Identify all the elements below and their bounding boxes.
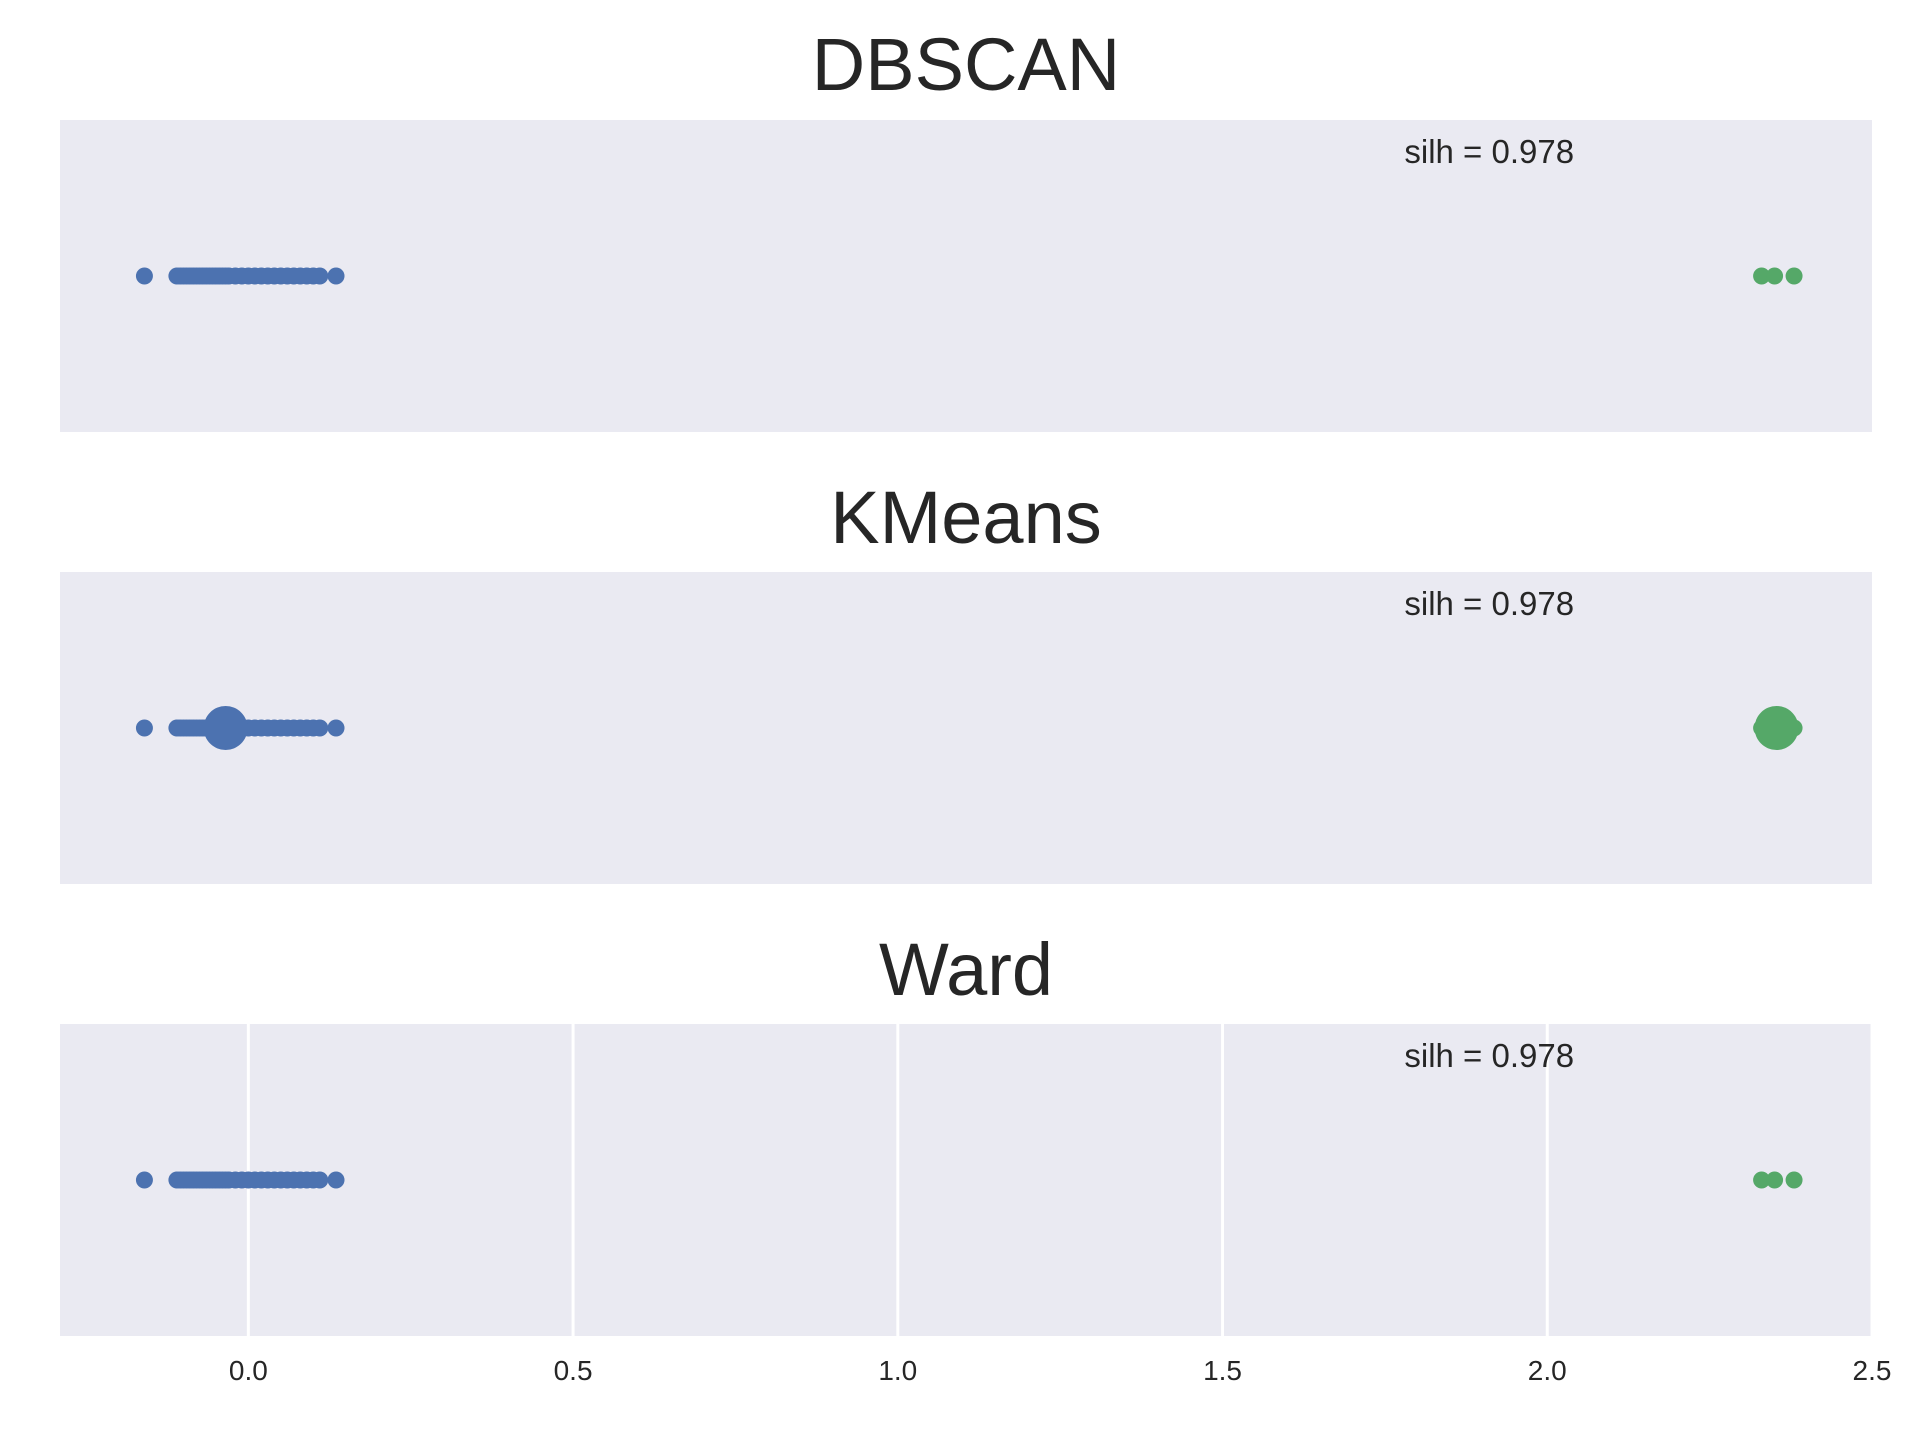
- data-point-cluster-1: [135, 1171, 153, 1189]
- data-point-cluster-1: [327, 719, 345, 737]
- panel-kmeans: KMeans silh = 0.978: [60, 476, 1872, 884]
- cluster-center-1: [203, 706, 248, 750]
- data-point-cluster-2: [1785, 1171, 1803, 1189]
- data-point-cluster-1: [327, 267, 345, 285]
- x-tick-label: 1.5: [1203, 1355, 1242, 1386]
- x-tick-label: 2.5: [1853, 1355, 1892, 1386]
- data-point-cluster-1: [327, 1171, 345, 1189]
- data-point-cluster-1: [135, 719, 153, 737]
- silhouette-annotation-ward: silh = 0.978: [1404, 1037, 1574, 1074]
- data-point-cluster-1: [135, 267, 153, 285]
- plot-area-ward: [60, 1024, 1872, 1336]
- data-point-cluster-1: [311, 1171, 329, 1189]
- data-point-cluster-2: [1785, 267, 1803, 285]
- cluster-center-2: [1754, 706, 1799, 750]
- data-point-cluster-1: [311, 267, 329, 285]
- data-point-cluster-2: [1766, 267, 1784, 285]
- panel-dbscan: DBSCAN silh = 0.978: [60, 23, 1872, 432]
- data-point-cluster-2: [1753, 1171, 1771, 1189]
- x-tick-label: 2.0: [1528, 1355, 1567, 1386]
- silhouette-annotation-kmeans: silh = 0.978: [1404, 585, 1574, 622]
- panel-ward: Ward 0.0 0.5 1.0 1.5 2.0 2.5 silh = 0.978: [60, 928, 1891, 1386]
- panel-title-kmeans: KMeans: [830, 476, 1101, 559]
- silhouette-annotation-dbscan: silh = 0.978: [1404, 133, 1574, 170]
- data-point-cluster-2: [1753, 267, 1771, 285]
- x-tick-label: 1.0: [878, 1355, 917, 1386]
- x-tick-label: 0.0: [229, 1355, 268, 1386]
- data-point-cluster-1: [311, 719, 329, 737]
- x-tick-label: 0.5: [554, 1355, 593, 1386]
- plot-area-dbscan: [60, 120, 1872, 432]
- panel-title-dbscan: DBSCAN: [812, 23, 1120, 106]
- data-point-cluster-2: [1766, 1171, 1784, 1189]
- plot-area-kmeans: [60, 572, 1872, 884]
- panel-title-ward: Ward: [879, 928, 1053, 1011]
